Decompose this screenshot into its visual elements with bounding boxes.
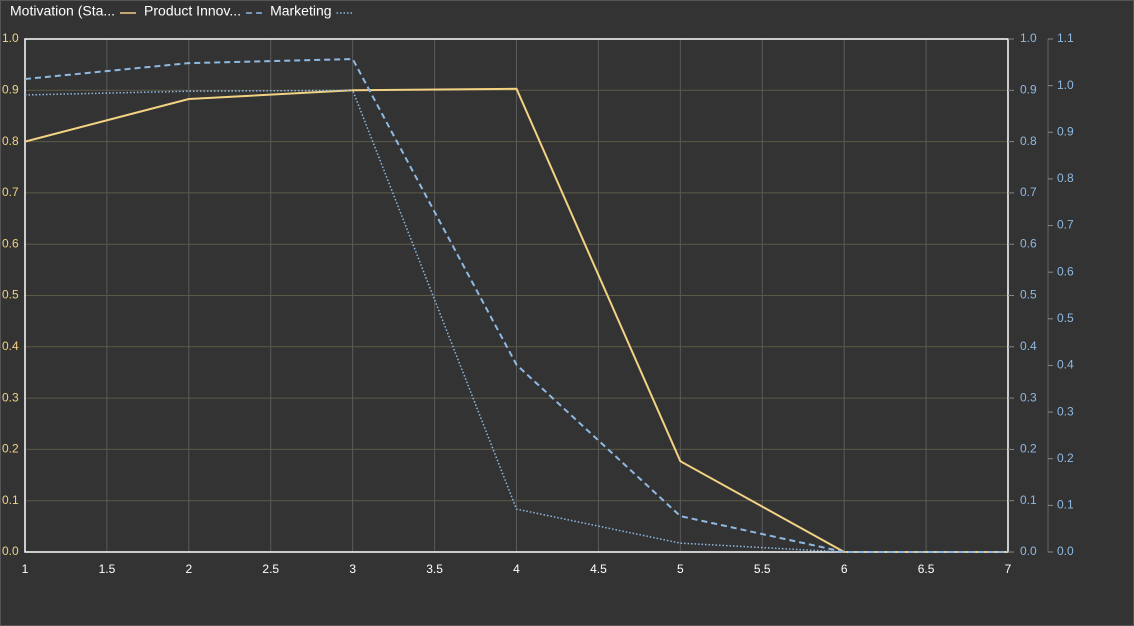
y3-tick-label: 1.0: [1057, 78, 1074, 92]
y3-tick-label: 0.1: [1057, 498, 1074, 512]
y-tick-label: 1.0: [2, 31, 19, 45]
x-tick-label: 6.5: [918, 562, 935, 576]
legend-label: Motivation (Sta...: [10, 3, 115, 19]
y-tick-label: 0.0: [2, 544, 19, 558]
y2-tick-label: 0.2: [1020, 442, 1037, 456]
y3-tick-label: 0.0: [1057, 544, 1074, 558]
y-tick-label: 0.6: [2, 236, 19, 250]
y-tick-label: 0.1: [2, 493, 19, 507]
y3-tick-label: 1.1: [1057, 31, 1074, 45]
x-tick-label: 2: [185, 562, 192, 576]
y3-tick-label: 0.2: [1057, 451, 1074, 465]
y-tick-label: 0.8: [2, 134, 19, 148]
legend-label: Product Innov...: [144, 3, 241, 19]
x-tick-label: 5.5: [754, 562, 771, 576]
x-tick-label: 7: [1005, 562, 1012, 576]
series-line: [24, 87, 1008, 553]
y3-tick-label: 0.4: [1057, 358, 1074, 372]
x-tick-label: 3: [349, 562, 356, 576]
legend: Motivation (Sta... Product Innov... Market…: [10, 3, 353, 19]
x-tick-label: 1: [22, 562, 29, 576]
y3-tick-label: 0.5: [1057, 311, 1074, 325]
y-tick-label: 0.3: [2, 390, 19, 404]
y2-tick-label: 0.5: [1020, 288, 1037, 302]
y2-tick-label: 0.8: [1020, 134, 1037, 148]
x-tick-label: 4: [513, 562, 520, 576]
y2-tick-label: 0.6: [1020, 236, 1037, 250]
y2-tick-label: 0.1: [1020, 493, 1037, 507]
x-tick-label: 1.5: [99, 562, 116, 576]
y-tick-label: 0.5: [2, 288, 19, 302]
y2-tick-label: 0.9: [1020, 82, 1037, 96]
y3-tick-label: 0.8: [1057, 171, 1074, 185]
y-tick-label: 0.2: [2, 442, 19, 456]
y2-tick-label: 1.0: [1020, 31, 1037, 45]
y3-tick-label: 0.3: [1057, 404, 1074, 418]
y2-tick-label: 0.4: [1020, 339, 1037, 353]
x-tick-label: 2.5: [262, 562, 279, 576]
x-tick-label: 4.5: [590, 562, 607, 576]
x-tick-label: 5: [677, 562, 684, 576]
y2-tick-label: 0.7: [1020, 185, 1037, 199]
y3-tick-label: 0.9: [1057, 124, 1074, 138]
y2-tick-label: 0.0: [1020, 544, 1037, 558]
y-tick-label: 0.4: [2, 339, 19, 353]
x-tick-label: 6: [841, 562, 848, 576]
y2-tick-label: 0.3: [1020, 390, 1037, 404]
x-tick-label: 3.5: [426, 562, 443, 576]
y3-tick-label: 0.7: [1057, 218, 1074, 232]
y-tick-label: 0.7: [2, 185, 19, 199]
y3-tick-label: 0.6: [1057, 264, 1074, 278]
y-tick-label: 0.9: [2, 82, 19, 96]
series-line: [24, 89, 1008, 553]
series-line: [24, 57, 1008, 553]
legend-label: Marketing: [270, 3, 331, 19]
